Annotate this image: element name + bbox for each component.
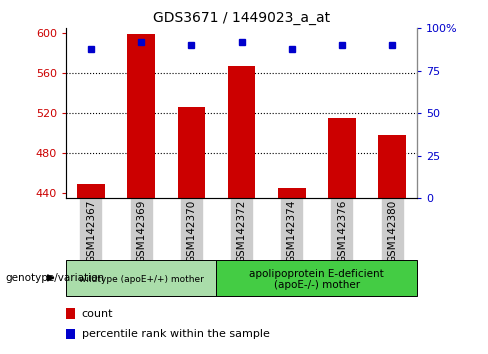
Bar [66, 329, 75, 339]
Text: genotype/variation: genotype/variation [5, 273, 104, 283]
Bar [328, 118, 356, 198]
Bar [378, 135, 406, 198]
Bar [66, 308, 75, 319]
Bar [178, 107, 205, 198]
Bar [77, 184, 105, 198]
Bar [127, 34, 155, 198]
Title: GDS3671 / 1449023_a_at: GDS3671 / 1449023_a_at [153, 11, 330, 24]
Text: apolipoprotein E-deficient
(apoE-/-) mother: apolipoprotein E-deficient (apoE-/-) mot… [249, 269, 384, 291]
Bar [278, 188, 305, 198]
Text: wildtype (apoE+/+) mother: wildtype (apoE+/+) mother [79, 275, 203, 284]
Text: percentile rank within the sample: percentile rank within the sample [81, 329, 269, 339]
Bar [228, 66, 255, 198]
Text: count: count [81, 309, 113, 319]
